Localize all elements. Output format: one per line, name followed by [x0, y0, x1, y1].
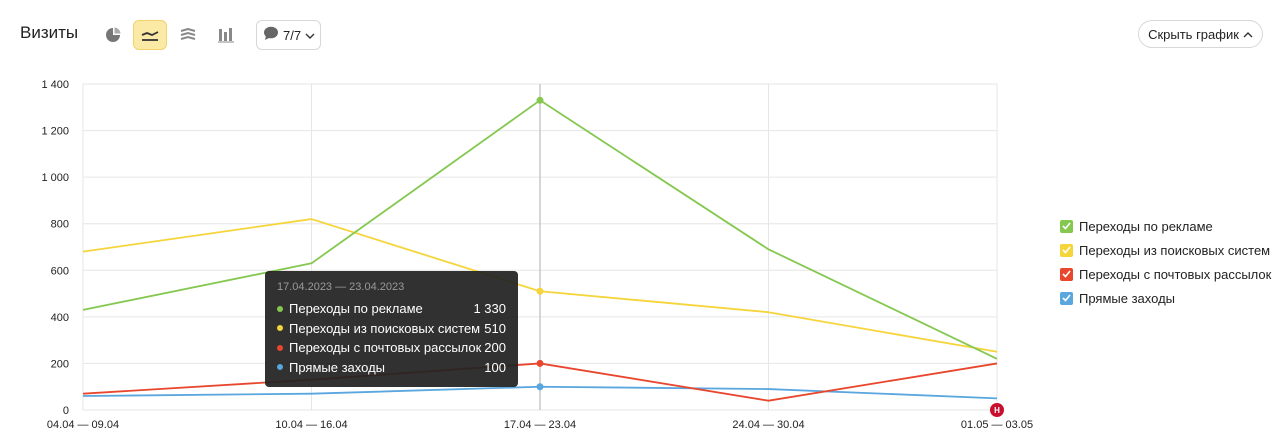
tooltip-row: Прямые заходы 100 — [277, 358, 506, 378]
legend-checkbox[interactable] — [1060, 219, 1073, 233]
filter-count: 7/7 — [283, 27, 302, 43]
x-tick-label: 04.04 — 09.04 — [47, 419, 119, 431]
tooltip-row: Переходы с почтовых рассылок 200 — [277, 338, 506, 358]
legend-item[interactable]: Переходы из поисковых систем — [1060, 238, 1271, 262]
y-tick-label: 200 — [51, 358, 69, 370]
tooltip-dot — [277, 305, 283, 312]
pie-chart-icon — [105, 27, 121, 43]
y-tick-label: 800 — [51, 219, 69, 231]
check-icon — [1062, 270, 1071, 278]
annotation-marker[interactable]: Н — [990, 403, 1004, 417]
chevron-up-icon — [1243, 27, 1253, 42]
x-tick-label: 10.04 — 16.04 — [275, 419, 347, 431]
tooltip-value: 510 — [484, 320, 506, 336]
column-chart-button[interactable] — [209, 20, 243, 50]
chart-legend: Переходы по рекламе Переходы из поисковых… — [1060, 214, 1271, 310]
legend-checkbox[interactable] — [1060, 267, 1073, 281]
series-point — [536, 359, 544, 367]
page-title: Визиты — [20, 23, 79, 42]
x-tick-label: 24.04 — 30.04 — [732, 419, 804, 431]
series-point — [536, 96, 544, 104]
tooltip-label: Прямые заходы — [289, 359, 386, 375]
area-chart-icon — [180, 28, 196, 42]
x-tick-label: 01.05 — 03.05 — [961, 419, 1033, 431]
tooltip-label: Переходы из поисковых систем — [289, 320, 481, 336]
tooltip-row: Переходы по рекламе 1 330 — [277, 299, 506, 319]
legend-checkbox[interactable] — [1060, 291, 1073, 305]
series-point — [536, 383, 544, 391]
series-filter-dropdown[interactable]: 7/7 — [256, 20, 321, 50]
tooltip-value: 100 — [484, 359, 506, 375]
tooltip-dot — [277, 364, 283, 371]
x-tick-label: 17.04 — 23.04 — [504, 419, 576, 431]
tooltip-label: Переходы с почтовых рассылок — [289, 340, 482, 356]
tooltip-dot — [277, 344, 283, 351]
pie-chart-button[interactable] — [96, 20, 130, 50]
check-icon — [1062, 222, 1071, 230]
legend-label: Переходы по рекламе — [1079, 218, 1213, 234]
y-tick-label: 0 — [63, 405, 69, 417]
hide-chart-label: Скрыть график — [1148, 26, 1239, 42]
line-chart-icon — [141, 28, 159, 42]
tooltip-value: 200 — [484, 340, 506, 356]
check-icon — [1062, 246, 1071, 254]
chart-toolbar: Визиты 7/7 Скрыть график — [0, 0, 1280, 70]
tooltip-date: 17.04.2023 — 23.04.2023 — [277, 281, 405, 293]
line-chart-button[interactable] — [133, 20, 167, 50]
line-chart: 0 200 400 600 800 1 000 1 200 1 400 04.04 — 09.0… — [41, 79, 1033, 431]
legend-checkbox[interactable] — [1060, 243, 1073, 257]
hide-chart-button[interactable]: Скрыть график — [1138, 20, 1263, 48]
check-icon — [1062, 294, 1071, 302]
tooltip-label: Переходы по рекламе — [289, 301, 423, 317]
legend-item[interactable]: Переходы с почтовых рассылок — [1060, 262, 1271, 286]
chart-tooltip: 17.04.2023 — 23.04.2023 Переходы по рекл… — [265, 271, 518, 387]
y-tick-label: 1 000 — [41, 172, 69, 184]
comment-icon — [263, 26, 279, 44]
tooltip-dot — [277, 325, 283, 332]
column-chart-icon — [218, 27, 234, 43]
y-tick-label: 1 200 — [41, 126, 69, 138]
legend-item[interactable]: Переходы по рекламе — [1060, 214, 1271, 238]
legend-label: Переходы с почтовых рассылок — [1079, 266, 1272, 282]
legend-item[interactable]: Прямые заходы — [1060, 286, 1271, 310]
legend-label: Переходы из поисковых систем — [1079, 242, 1271, 258]
series-point — [536, 287, 544, 295]
tooltip-value: 1 330 — [473, 301, 506, 317]
area-chart-button[interactable] — [171, 20, 205, 50]
y-tick-label: 1 400 — [41, 79, 69, 91]
y-tick-label: 600 — [51, 265, 69, 277]
legend-label: Прямые заходы — [1079, 290, 1176, 306]
tooltip-row: Переходы из поисковых систем 510 — [277, 319, 506, 339]
chevron-down-icon — [305, 28, 315, 43]
y-tick-label: 400 — [51, 312, 69, 324]
